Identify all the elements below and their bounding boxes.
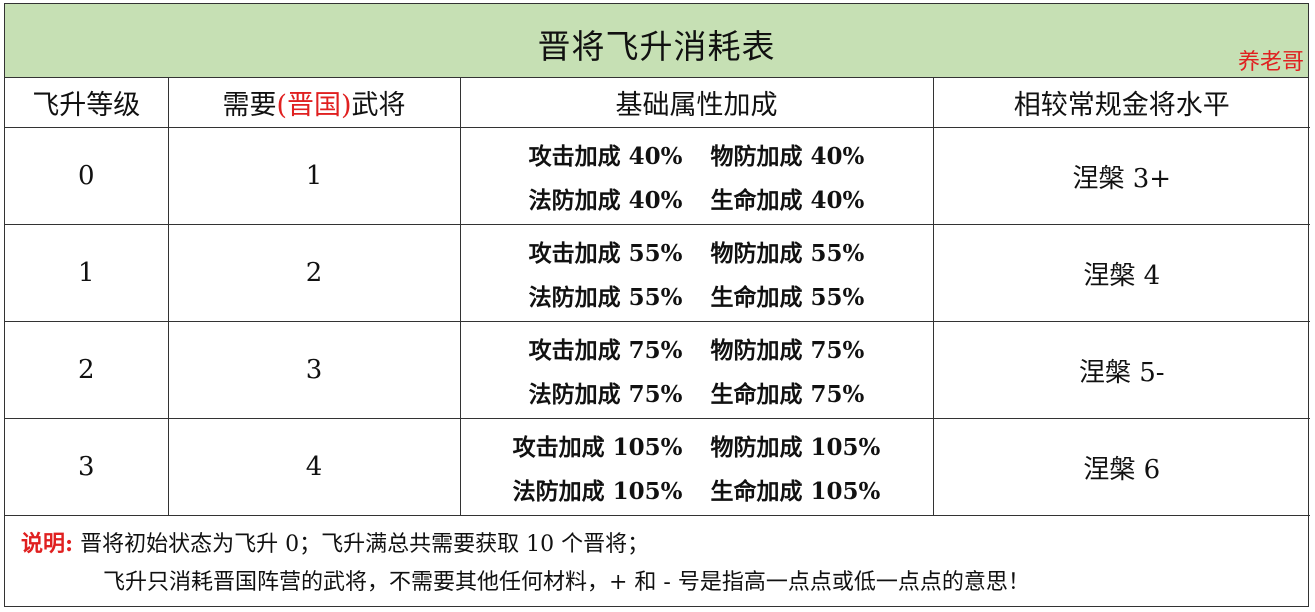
bonus-hp: 生命加成 105%	[710, 478, 881, 505]
cell-needed: 3	[167, 321, 461, 419]
table-title: 晋将飞升消耗表	[537, 27, 776, 66]
note-text-1: 晋将初始状态为飞升 0；飞升满总共需要获取 10 个晋将；	[80, 532, 650, 557]
table-row: 3 4 攻击加成 105% 物防加成 105% 法防加成 105% 生命加成 1…	[5, 418, 1310, 516]
cell-needed: 2	[167, 224, 461, 322]
cell-compare: 涅槃 6	[932, 418, 1310, 516]
bonus-hp: 生命加成 40%	[710, 187, 865, 214]
cell-needed: 1	[167, 127, 461, 225]
bonus-hp: 生命加成 75%	[710, 381, 865, 408]
note-label: 说明:	[21, 531, 74, 557]
data-table: 飞升等级 需要(晋国)武将 基础属性加成 相较常规金将水平 0 1 攻击加成 4…	[5, 78, 1310, 516]
title-row: 晋将飞升消耗表 养老哥	[5, 4, 1308, 78]
bonus-pdef: 物防加成 55%	[710, 240, 865, 267]
bonus-attack: 攻击加成 105%	[512, 434, 683, 461]
bonus-mdef: 法防加成 105%	[512, 478, 683, 505]
bonus-mdef: 法防加成 55%	[528, 284, 683, 311]
consumption-table: 晋将飞升消耗表 养老哥 飞升等级 需要(晋国)武将 基础属性加成 相较常规金将水…	[4, 3, 1310, 607]
header-compare: 相较常规金将水平	[932, 78, 1310, 128]
cell-bonus: 攻击加成 105% 物防加成 105% 法防加成 105% 生命加成 105%	[459, 418, 934, 516]
header-needed-highlight: (晋国)	[276, 90, 352, 121]
cell-compare: 涅槃 5-	[932, 321, 1310, 419]
cell-bonus: 攻击加成 40% 物防加成 40% 法防加成 40% 生命加成 40%	[459, 127, 934, 225]
cell-level: 3	[5, 418, 169, 516]
notes-section: 说明: 晋将初始状态为飞升 0；飞升满总共需要获取 10 个晋将； 飞升只消耗晋…	[5, 516, 1308, 606]
bonus-mdef: 法防加成 40%	[528, 187, 683, 214]
cell-compare: 涅槃 3+	[932, 127, 1310, 225]
bonus-attack: 攻击加成 75%	[528, 337, 683, 364]
note-text-2: 飞升只消耗晋国阵营的武将，不需要其他任何材料，+ 和 - 号是指高一点点或低一点…	[103, 570, 1030, 595]
cell-level: 1	[5, 224, 169, 322]
note-line-1: 说明: 晋将初始状态为飞升 0；飞升满总共需要获取 10 个晋将；	[21, 526, 649, 558]
header-needed: 需要(晋国)武将	[167, 78, 461, 128]
header-level: 飞升等级	[5, 78, 169, 128]
bonus-attack: 攻击加成 55%	[528, 240, 683, 267]
cell-level: 0	[5, 127, 169, 225]
bonus-pdef: 物防加成 105%	[710, 434, 881, 461]
bonus-pdef: 物防加成 75%	[710, 337, 865, 364]
bonus-hp: 生命加成 55%	[710, 284, 865, 311]
note-line-2: 飞升只消耗晋国阵营的武将，不需要其他任何材料，+ 和 - 号是指高一点点或低一点…	[103, 564, 1030, 596]
author-watermark: 养老哥	[1237, 50, 1304, 75]
table-row: 2 3 攻击加成 75% 物防加成 75% 法防加成 75% 生命加成 75% …	[5, 321, 1310, 419]
header-row: 飞升等级 需要(晋国)武将 基础属性加成 相较常规金将水平	[5, 78, 1310, 128]
bonus-mdef: 法防加成 75%	[528, 381, 683, 408]
cell-bonus: 攻击加成 75% 物防加成 75% 法防加成 75% 生命加成 75%	[459, 321, 934, 419]
bonus-pdef: 物防加成 40%	[710, 143, 865, 170]
cell-level: 2	[5, 321, 169, 419]
bonus-attack: 攻击加成 40%	[528, 143, 683, 170]
cell-compare: 涅槃 4	[932, 224, 1310, 322]
cell-bonus: 攻击加成 55% 物防加成 55% 法防加成 55% 生命加成 55%	[459, 224, 934, 322]
cell-needed: 4	[167, 418, 461, 516]
table-row: 1 2 攻击加成 55% 物防加成 55% 法防加成 55% 生命加成 55% …	[5, 224, 1310, 322]
header-bonus: 基础属性加成	[459, 78, 934, 128]
table-row: 0 1 攻击加成 40% 物防加成 40% 法防加成 40% 生命加成 40% …	[5, 127, 1310, 225]
